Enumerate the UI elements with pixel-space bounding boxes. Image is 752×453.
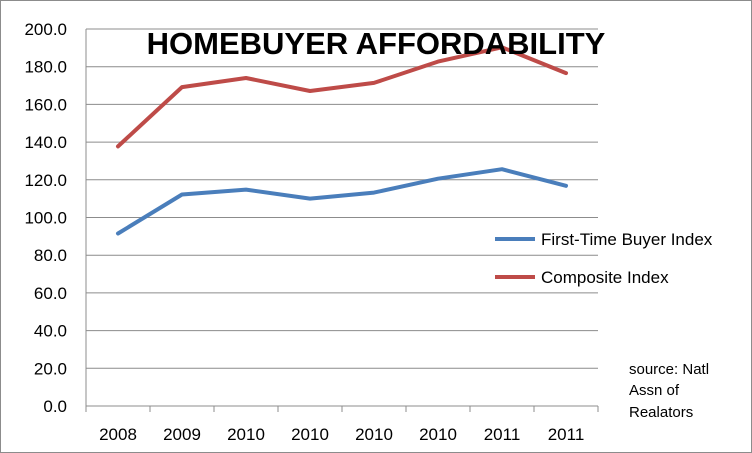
y-tick-label: 180.0 bbox=[24, 58, 67, 77]
legend: First-Time Buyer Index Composite Index bbox=[495, 230, 713, 287]
source-line-2: Assn of bbox=[629, 382, 680, 399]
source-line-3: Realators bbox=[629, 404, 693, 421]
series-line-1 bbox=[116, 45, 568, 149]
chart-title: HOMEBUYER AFFORDABILITY bbox=[147, 26, 606, 61]
gridlines bbox=[86, 28, 598, 369]
y-axis-tick-labels: 0.0 20.0 40.0 60.0 80.0 100.0 120.0 140.0 160.0 1… bbox=[24, 20, 67, 416]
x-tick-label: 2010 bbox=[355, 425, 393, 444]
x-tick-label: 2009 bbox=[163, 425, 201, 444]
y-tick-label: 120.0 bbox=[24, 171, 67, 190]
legend-label: First-Time Buyer Index bbox=[541, 230, 713, 249]
series-line-0 bbox=[116, 167, 568, 236]
y-tick-label: 160.0 bbox=[24, 95, 67, 114]
x-tick-label: 2010 bbox=[419, 425, 457, 444]
x-tick-label: 2011 bbox=[484, 425, 521, 444]
legend-label: Composite Index bbox=[541, 268, 669, 287]
series-lines bbox=[116, 45, 568, 236]
x-tick-label: 2010 bbox=[227, 425, 265, 444]
y-tick-label: 140.0 bbox=[24, 133, 67, 152]
y-tick-label: 20.0 bbox=[34, 359, 67, 378]
x-axis-tick-labels: 2008 2009 2010 2010 2010 2010 2011 2011 bbox=[99, 425, 584, 444]
x-tick-label: 2010 bbox=[291, 425, 329, 444]
axes bbox=[85, 29, 599, 412]
y-tick-label: 40.0 bbox=[34, 322, 67, 341]
source-note: source: Natl Assn of Realators bbox=[629, 361, 709, 421]
source-line-1: source: Natl bbox=[629, 361, 709, 378]
y-tick-label: 100.0 bbox=[24, 209, 67, 228]
y-tick-label: 0.0 bbox=[43, 397, 67, 416]
y-tick-label: 60.0 bbox=[34, 284, 67, 303]
y-tick-label: 200.0 bbox=[24, 20, 67, 39]
y-tick-label: 80.0 bbox=[34, 246, 67, 265]
x-tick-label: 2008 bbox=[99, 425, 137, 444]
x-tick-label: 2011 bbox=[548, 425, 585, 444]
